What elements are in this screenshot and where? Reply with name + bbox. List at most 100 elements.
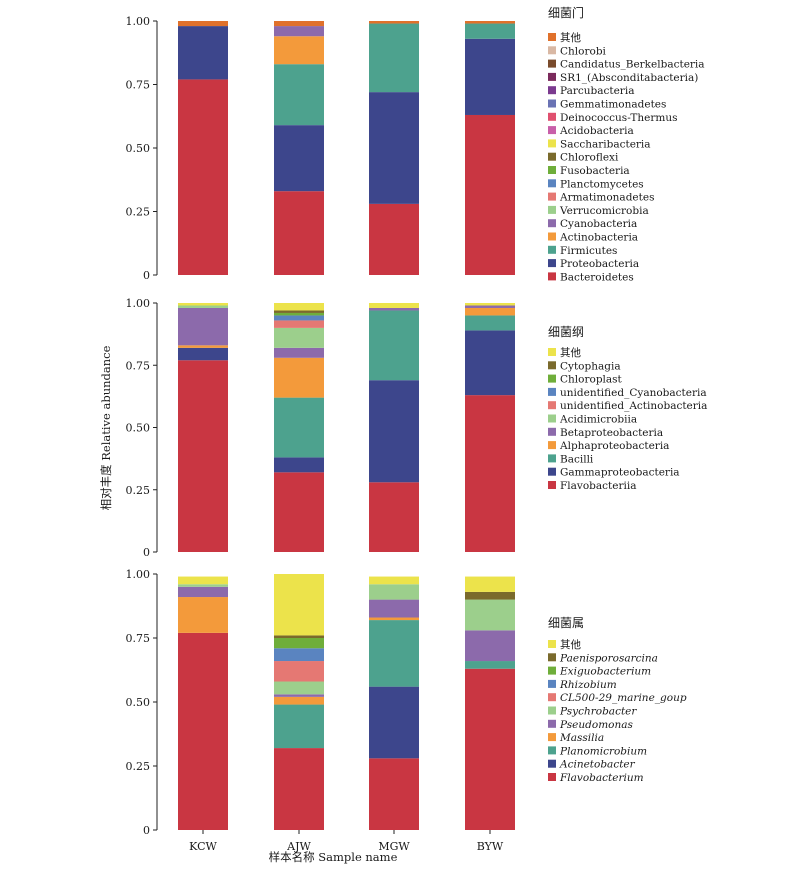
bar-segment — [369, 380, 419, 483]
bar-segment — [465, 591, 515, 600]
legend-entry-label: Cyanobacteria — [560, 218, 637, 230]
bar-segment — [274, 125, 324, 192]
y-tick-label: 0.75 — [126, 79, 151, 92]
legend-entry-label: Massilia — [559, 732, 604, 744]
legend-swatch — [548, 666, 556, 675]
legend-entry-label: Gemmatimonadetes — [560, 99, 666, 111]
bar-segment — [274, 661, 324, 682]
x-tick-label: KCW — [189, 840, 217, 853]
bar-segment — [465, 114, 515, 275]
legend-entry-label: Exiguobacterium — [559, 666, 651, 678]
legend-entry-label: Rhizobium — [559, 679, 617, 691]
legend-swatch — [548, 693, 556, 702]
legend-swatch — [548, 481, 556, 489]
bar-segment — [178, 347, 228, 361]
legend-entry-label: Saccharibacteria — [560, 138, 651, 150]
bar-segment — [465, 599, 515, 631]
legend-entry-label: Planctomycetes — [560, 178, 644, 190]
legend-entry-label: Fusobacteria — [560, 165, 630, 177]
bar-segment — [274, 26, 324, 37]
bar-segment — [274, 696, 324, 705]
bar-segment — [369, 617, 419, 621]
bar-segment — [465, 315, 515, 331]
bar-segment — [274, 648, 324, 662]
bar-segment — [274, 748, 324, 830]
legend-entry-label: Acidimicrobiia — [559, 414, 637, 426]
legend-title: 细菌纲 — [548, 325, 584, 339]
bar-segment — [274, 681, 324, 695]
bar-segment — [274, 347, 324, 358]
bar-segment — [274, 191, 324, 275]
bar-segment — [274, 64, 324, 126]
bar-segment — [369, 620, 419, 687]
legend-entry-label: Psychrobacter — [559, 706, 637, 718]
x-tick-label: BYW — [477, 840, 504, 853]
legend-entry-label: 其他 — [560, 638, 581, 651]
bar-segment — [465, 630, 515, 662]
bar-segment — [274, 327, 324, 348]
bar-segment — [178, 303, 228, 306]
legend-swatch — [548, 759, 556, 768]
bar-segment — [465, 395, 515, 552]
legend-swatch — [548, 441, 556, 450]
bar-segment — [178, 576, 228, 585]
legend-swatch — [548, 348, 556, 356]
legend-entry-label: Bacteroidetes — [560, 271, 634, 283]
y-tick-label: 0.25 — [126, 206, 151, 219]
bar-segment — [178, 305, 228, 308]
bar-segment — [274, 457, 324, 473]
bar-segment — [465, 38, 515, 115]
legend-swatch — [548, 361, 556, 370]
legend-entry-label: 其他 — [560, 31, 581, 44]
legend-entry-label: Paenisporosarcina — [559, 652, 658, 664]
legend-entry-label: Firmicutes — [560, 245, 617, 257]
y-tick-label: 0.50 — [126, 422, 151, 435]
bar-segment — [274, 36, 324, 65]
legend-swatch — [548, 245, 556, 254]
legend-swatch — [548, 232, 556, 241]
bar-segment — [274, 574, 324, 636]
legend-entry-label: unidentified_Actinobacteria — [560, 400, 707, 412]
y-tick-label: 0.25 — [126, 760, 151, 773]
bar-segment — [465, 668, 515, 830]
legend-entry-label: Proteobacteria — [560, 258, 639, 270]
legend-entry-label: Gammaproteobacteria — [560, 467, 680, 479]
legend-swatch — [548, 259, 556, 268]
bar-segment — [465, 661, 515, 669]
legend-entry-label: unidentified_Cyanobacteria — [560, 387, 707, 399]
legend-entry-label: Acidobacteria — [559, 125, 634, 137]
bar-segment — [178, 597, 228, 633]
legend-swatch — [548, 679, 556, 688]
y-tick-label: 0 — [143, 824, 150, 837]
bar-segment — [274, 320, 324, 328]
bar-segment — [178, 79, 228, 275]
y-tick-label: 0.50 — [126, 696, 151, 709]
legend-swatch — [548, 46, 556, 55]
bar-segment — [274, 21, 324, 27]
legend-entry-label: Candidatus_Berkelbacteria — [560, 59, 705, 71]
bar-segment — [465, 303, 515, 306]
bar-segment — [178, 307, 228, 346]
y-tick-label: 0.75 — [126, 359, 151, 372]
legend-swatch — [548, 33, 556, 41]
y-tick-label: 0 — [143, 269, 150, 282]
bar-segment — [178, 586, 228, 598]
legend-swatch — [548, 454, 556, 463]
bar-segment — [369, 92, 419, 204]
bar-segment — [369, 23, 419, 93]
bar-segment — [369, 310, 419, 381]
legend-swatch — [548, 746, 556, 755]
legend-entry-label: Bacilli — [560, 453, 594, 465]
legend-swatch — [548, 773, 556, 781]
bar-segment — [178, 26, 228, 80]
legend-entry-label: Actinobacteria — [559, 232, 638, 244]
legend-entry-label: Acinetobacter — [559, 759, 636, 771]
bar-segment — [369, 584, 419, 600]
bar-segment — [178, 21, 228, 27]
legend-swatch — [548, 86, 556, 95]
legend-swatch — [548, 112, 556, 121]
legend-entry-label: Armatimonadetes — [559, 192, 654, 204]
bar-segment — [465, 307, 515, 316]
